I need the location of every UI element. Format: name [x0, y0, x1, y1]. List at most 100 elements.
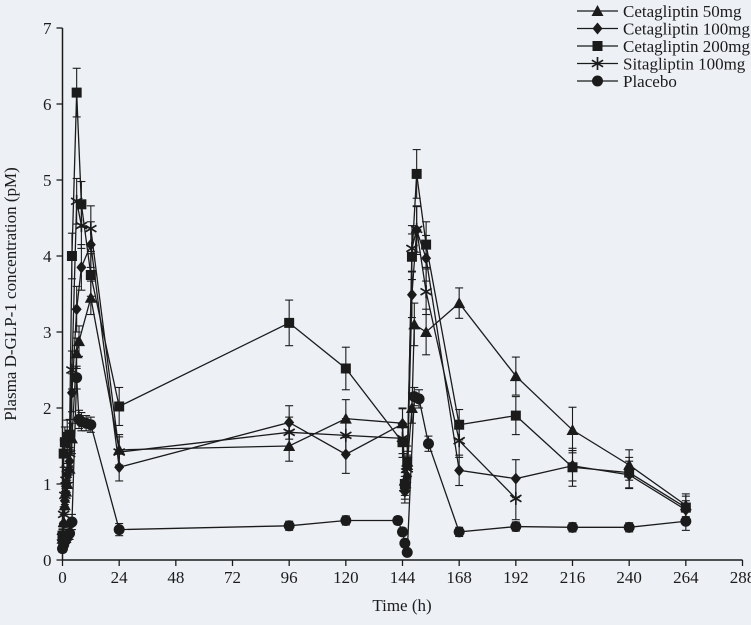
legend-label: Cetagliptin 100mg: [623, 20, 751, 39]
marker-circle: [510, 521, 522, 533]
legend-label: Placebo: [623, 72, 677, 91]
marker-square: [85, 270, 96, 280]
marker-diamond: [406, 288, 417, 301]
y-tick-label: 0: [43, 551, 52, 570]
marker-square: [59, 437, 70, 448]
marker-circle: [64, 527, 76, 539]
marker-circle: [567, 521, 578, 533]
series-cetagliptin-100mg: [57, 205, 691, 548]
marker-square: [592, 41, 603, 51]
marker-star: [63, 447, 76, 461]
marker-star: [405, 241, 418, 255]
marker-triangle: [84, 291, 97, 303]
series-cetagliptin-200mg: [57, 67, 691, 544]
x-tick-label: 240: [616, 568, 642, 587]
marker-circle: [399, 537, 411, 549]
x-tick-label: 72: [224, 568, 241, 587]
x-tick-label: 96: [281, 568, 298, 587]
marker-square: [340, 363, 351, 374]
series-line: [61, 92, 687, 536]
marker-circle: [397, 526, 408, 538]
marker-triangle: [591, 5, 604, 16]
marker-square: [66, 251, 77, 261]
marker-square: [624, 467, 635, 478]
y-tick-label: 7: [43, 19, 52, 38]
marker-star: [113, 445, 126, 459]
marker-star: [410, 222, 423, 236]
marker-triangle: [420, 326, 433, 337]
marker-star: [283, 425, 296, 439]
series-line: [61, 297, 687, 539]
marker-star: [339, 428, 352, 442]
marker-square: [680, 502, 691, 513]
marker-circle: [401, 546, 413, 558]
marker-star: [75, 219, 88, 233]
x-tick-label: 264: [673, 568, 699, 587]
marker-circle: [623, 521, 635, 533]
marker-triangle: [509, 370, 522, 382]
marker-circle: [680, 515, 692, 527]
x-tick-label: 288: [730, 568, 751, 587]
legend-item-sitagliptin-100mg: Sitagliptin 100mg: [577, 55, 746, 74]
y-axis-title: Plasma D-GLP-1 concentration (pM): [1, 167, 20, 421]
marker-circle: [85, 419, 97, 431]
marker-circle: [71, 372, 83, 384]
y-tick-label: 3: [43, 323, 52, 342]
marker-star: [453, 434, 466, 448]
marker-star: [398, 481, 411, 495]
y-tick-label: 2: [43, 399, 52, 418]
marker-circle: [422, 438, 434, 450]
x-tick-label: 48: [167, 568, 184, 587]
legend-item-cetagliptin-50mg: Cetagliptin 50mg: [577, 2, 742, 21]
legend-item-cetagliptin-200mg: Cetagliptin 200mg: [577, 37, 751, 56]
legend-label: Cetagliptin 50mg: [623, 2, 742, 21]
x-tick-label: 120: [333, 568, 359, 587]
marker-diamond: [76, 261, 87, 274]
marker-square: [58, 448, 69, 459]
marker-diamond: [454, 464, 465, 477]
marker-circle: [113, 524, 125, 536]
marker-star: [420, 285, 433, 299]
marker-square: [411, 168, 422, 179]
x-tick-label: 192: [503, 568, 529, 587]
marker-triangle: [73, 335, 86, 347]
marker-circle: [283, 520, 295, 532]
series-line: [61, 377, 686, 553]
marker-square: [114, 401, 125, 412]
marker-circle: [392, 514, 404, 526]
marker-circle: [340, 514, 352, 526]
marker-diamond: [340, 448, 351, 461]
marker-square: [421, 239, 432, 250]
marker-circle: [592, 75, 603, 87]
marker-circle: [413, 393, 425, 405]
series-line: [61, 229, 687, 542]
series-cetagliptin-50mg: [56, 280, 692, 547]
series-line: [61, 201, 517, 538]
marker-star: [70, 194, 83, 208]
marker-diamond: [592, 22, 603, 35]
marker-star: [60, 473, 73, 487]
legend-label: Cetagliptin 200mg: [623, 37, 751, 56]
marker-square: [284, 317, 295, 328]
marker-triangle: [453, 297, 466, 309]
marker-triangle: [566, 424, 579, 436]
x-tick-label: 24: [111, 568, 129, 587]
marker-circle: [453, 526, 465, 538]
x-tick-label: 0: [58, 568, 67, 587]
marker-circle: [66, 516, 78, 528]
y-tick-label: 5: [43, 171, 52, 190]
marker-square: [510, 410, 521, 421]
marker-star: [509, 491, 522, 505]
y-tick-label: 4: [43, 247, 52, 266]
y-tick-label: 6: [43, 95, 52, 114]
legend-label: Sitagliptin 100mg: [623, 55, 746, 74]
marker-star: [57, 507, 70, 521]
legend-item-placebo: Placebo: [577, 72, 677, 91]
x-tick-label: 144: [390, 568, 416, 587]
marker-square: [71, 87, 82, 98]
marker-star: [591, 57, 604, 70]
marker-star: [58, 488, 71, 502]
